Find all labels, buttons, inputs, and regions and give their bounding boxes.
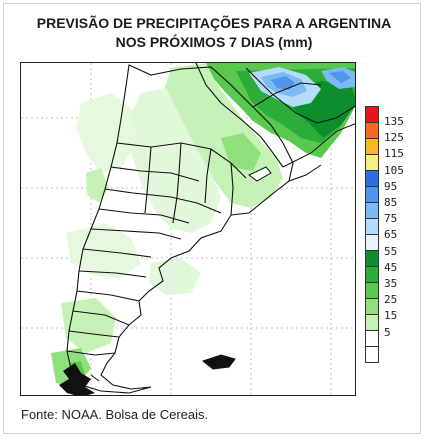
title-line-1: PREVISÃO DE PRECIPITAÇÕES PARA A ARGENTI…: [36, 15, 392, 31]
legend-tick-label: 55: [384, 244, 398, 258]
figure-frame: PREVISÃO DE PRECIPITAÇÕES PARA A ARGENTI…: [3, 3, 421, 434]
precip-fields: [51, 63, 355, 388]
legend-swatch: [365, 218, 379, 235]
legend-tick-label: 35: [384, 277, 398, 290]
legend-swatch: [365, 330, 379, 347]
legend-swatch: [365, 122, 379, 139]
legend-tick-label: 25: [384, 293, 398, 307]
legend-tick-label: 105: [384, 163, 404, 177]
legend-swatch: [365, 186, 379, 203]
legend-swatch: [365, 170, 379, 187]
legend-tick-label: 135: [384, 115, 404, 128]
southern-coast: [59, 363, 95, 395]
precipitation-legend: 135 125 115 105 95 85 75 65 55 45 35 25 15 5: [365, 106, 423, 368]
map-svg: [21, 63, 355, 395]
legend-swatch: [365, 250, 379, 267]
precipitation-map: [20, 62, 356, 396]
rio-de-la-plata: [248, 166, 272, 182]
neighbor-borders: [245, 67, 355, 182]
legend-tick-label: 65: [384, 228, 398, 242]
legend-tick-label: 5: [384, 325, 391, 339]
argentina-outline: [66, 63, 294, 394]
legend-swatch: [365, 346, 379, 363]
legend-swatch: [365, 314, 379, 331]
tierra-del-fuego: [201, 354, 236, 370]
legend-tick-label: 115: [384, 147, 404, 161]
legend-tick-label: 125: [384, 131, 404, 145]
legend-tick-label: 75: [384, 212, 398, 226]
legend-swatch: [365, 106, 379, 123]
legend-tick-label: 85: [384, 196, 398, 209]
legend-swatch: [365, 138, 379, 155]
map-title: PREVISÃO DE PRECIPITAÇÕES PARA A ARGENTI…: [10, 14, 418, 52]
legend-tick-label: 45: [384, 260, 398, 274]
legend-swatch: [365, 154, 379, 171]
legend-tick-label: 95: [384, 179, 398, 193]
legend-swatch: [365, 266, 379, 283]
title-line-2: NOS PRÓXIMOS 7 DIAS (mm): [115, 34, 313, 50]
legend-swatch: [365, 234, 379, 251]
source-caption: Fonte: NOAA. Bolsa de Cereais.: [21, 407, 209, 422]
coast-detail: [78, 374, 100, 394]
legend-swatch: [365, 298, 379, 315]
legend-swatch: [365, 202, 379, 219]
legend-tick-label: 15: [384, 309, 398, 323]
legend-swatch: [365, 282, 379, 299]
